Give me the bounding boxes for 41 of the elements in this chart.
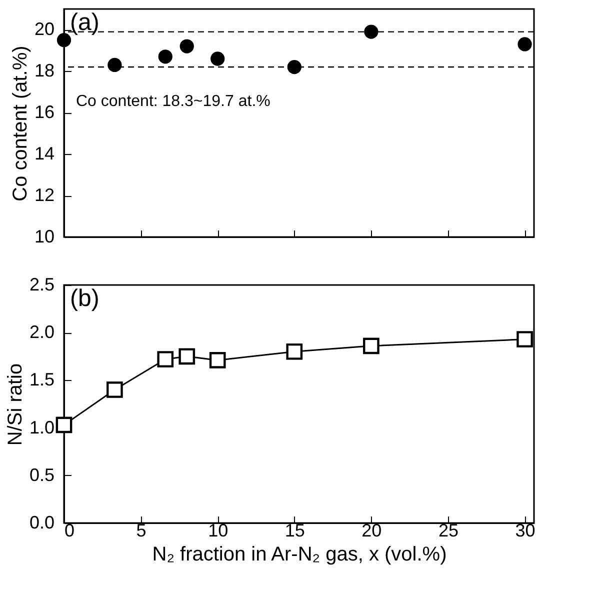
x-tick-label: 10 bbox=[208, 520, 228, 540]
point bbox=[518, 37, 532, 52]
x-tick-label: 15 bbox=[284, 520, 305, 540]
x-axis-title: N₂ fraction in Ar-N₂ gas, x (vol.%) bbox=[152, 544, 447, 566]
annotation: (b) bbox=[70, 285, 100, 312]
y-tick-label: 0.0 bbox=[29, 512, 54, 532]
y-axis-title: N/Si ratio bbox=[4, 363, 26, 446]
point bbox=[210, 52, 225, 66]
point bbox=[180, 39, 194, 54]
y-tick-label: 14 bbox=[34, 144, 54, 164]
y-tick-label: 1.5 bbox=[29, 370, 54, 390]
y-tick-label: 10 bbox=[34, 226, 54, 246]
y-tick-label: 20 bbox=[34, 19, 54, 40]
y-tick-label: 18 bbox=[34, 60, 54, 81]
point bbox=[287, 60, 302, 74]
point bbox=[158, 50, 172, 64]
x-tick-label: 30 bbox=[515, 520, 536, 540]
y-tick-label: 2.5 bbox=[29, 274, 54, 294]
point bbox=[363, 338, 380, 354]
annotation: (a) bbox=[70, 9, 100, 36]
point bbox=[209, 352, 226, 368]
point bbox=[157, 351, 174, 368]
y-tick-label: 12 bbox=[34, 185, 54, 206]
annotation: Co content: 18.3~19.7 at.% bbox=[76, 93, 270, 110]
x-tick-label: 5 bbox=[136, 520, 146, 540]
point bbox=[108, 58, 122, 72]
x-tick-label: 25 bbox=[438, 520, 459, 540]
y-tick-label: 16 bbox=[34, 102, 54, 122]
point bbox=[286, 343, 303, 360]
x-tick-label: 20 bbox=[362, 520, 382, 540]
y-tick-label: 0.5 bbox=[29, 464, 54, 485]
y-axis-title: Co content (at.%) bbox=[9, 46, 32, 202]
point bbox=[56, 33, 72, 48]
y-tick-label: 2.0 bbox=[29, 322, 54, 342]
point bbox=[106, 382, 123, 398]
point bbox=[56, 416, 72, 434]
y-tick-label: 1.0 bbox=[29, 417, 54, 438]
point bbox=[364, 24, 378, 39]
point bbox=[516, 331, 533, 348]
x-tick-label: 0 bbox=[64, 520, 75, 540]
point bbox=[178, 348, 196, 365]
